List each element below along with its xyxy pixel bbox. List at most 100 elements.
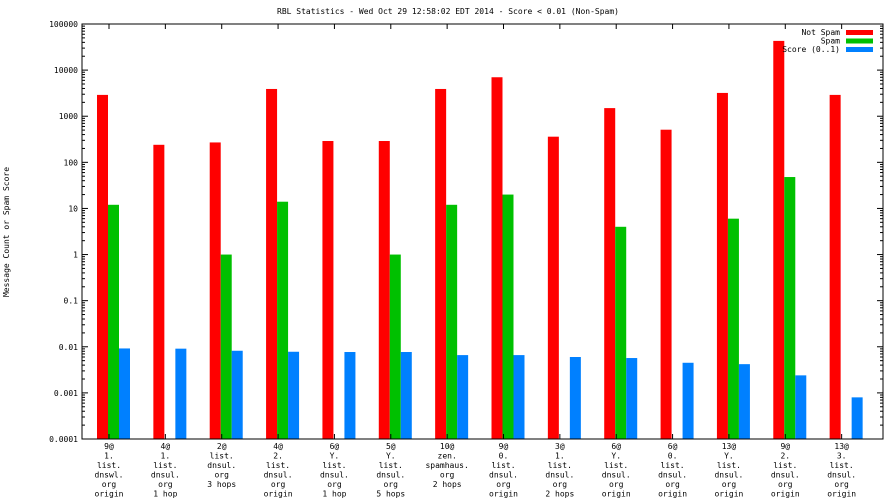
x-tick-label-line: list. [97,461,121,470]
bar-score-0-1-12 [795,375,807,439]
bar-not-spam-8 [547,136,559,439]
x-tick-label: 9@ 0. list. dnsul. org origin [489,442,518,499]
bar-spam-11 [727,218,739,439]
x-tick-label-line: Y. [724,452,734,461]
x-tick-label-line: 0. [668,452,678,461]
bar-score-0-1-4 [344,352,356,439]
y-tick-label: 100 [64,158,79,167]
x-tick-label-line: 2 hops [433,480,462,489]
bar-not-spam-11 [716,92,728,439]
x-tick-label-line: 13@ [722,442,737,451]
x-tick-label-line: org [384,480,399,489]
x-tick-label-line: org [496,480,511,489]
x-tick-label-line: 9@ [499,442,509,451]
x-tick-label-line: origin [264,490,293,499]
x-tick-label-line: origin [714,490,743,499]
x-tick-label-line: 1. [104,452,114,461]
x-tick-label: 13@ 3. list. dnsul. org origin [827,442,856,499]
bar-not-spam-0 [97,94,108,439]
x-tick-label-line: Y. [611,452,621,461]
x-tick-label-line: 6@ [668,442,678,451]
x-tick-label-line: dnsul. [827,471,856,480]
x-tick-label-line: dnsul. [320,471,349,480]
x-tick-label-line: Y. [386,452,396,461]
bar-not-spam-1 [153,144,165,439]
x-tick-label-line: origin [602,490,631,499]
y-tick-label: 0.01 [59,343,78,352]
legend-label: Spam [821,37,840,46]
x-tick-label: 2@ list. dnsul. org 3 hops [207,442,236,489]
x-tick-label-line: 3 hops [207,480,236,489]
x-tick-label-line: 4@ [273,442,283,451]
bar-score-0-1-13 [851,397,863,439]
x-tick-label-line: spamhaus. [425,461,468,470]
bar-not-spam-9 [604,108,616,440]
x-tick-label-line: 1. [555,452,565,461]
x-tick-label-line: 13@ [834,442,849,451]
bar-not-spam-4 [322,141,334,439]
y-tick-label: 0.001 [54,389,78,398]
bar-spam-6 [446,204,458,439]
x-tick-label: 4@ 2. list. dnsul. org origin [264,442,293,499]
bar-score-0-1-0 [119,348,130,439]
x-tick-label-line: dnsul. [545,471,574,480]
bar-score-0-1-5 [400,352,412,439]
x-tick-label-line: org [778,480,793,489]
x-tick-label-line: origin [827,490,856,499]
x-tick-label-line: org [440,471,455,480]
x-tick-label-line: 0. [499,452,509,461]
x-tick-label-line: org [834,480,849,489]
bar-score-0-1-10 [682,362,694,439]
x-tick-label-line: dnsul. [207,461,236,470]
x-tick-label-line: 2. [273,452,283,461]
x-tick-label-line: list. [773,461,797,470]
bar-spam-7 [502,194,514,439]
x-tick-label-line: 4@ [161,442,171,451]
x-tick-label-line: org [158,480,173,489]
x-tick-label-line: 5 hops [376,490,405,499]
x-tick-label-line: 3. [837,452,847,461]
y-tick-label: 10000 [54,66,78,75]
x-tick-label-line: list. [548,461,572,470]
x-tick-label-line: list. [322,461,346,470]
bar-spam-3 [277,201,289,439]
bar-not-spam-5 [378,141,390,439]
y-tick-label: 100000 [49,20,78,29]
legend-swatch [846,47,873,52]
bars [97,40,863,440]
bar-score-0-1-9 [626,358,638,439]
x-tick-label: 10@ zen. spamhaus. org 2 hops [425,442,468,489]
x-tick-label-line: origin [658,490,687,499]
x-tick-label-line: list. [661,461,685,470]
x-tick-label-line: org [722,480,737,489]
bar-spam-5 [389,254,401,439]
bar-score-0-1-6 [457,355,469,439]
y-axis-label: Message Count or Spam Score [2,167,11,297]
bar-score-0-1-3 [288,351,300,439]
x-tick-label-line: dnsul. [602,471,631,480]
bar-not-spam-6 [435,88,447,439]
legend-label: Score (0..1) [782,45,840,54]
bar-not-spam-10 [660,129,672,439]
y-tick-label: 0.1 [64,297,79,306]
x-tick-label-line: list. [604,461,628,470]
x-tick-label-line: origin [95,490,124,499]
x-tick-label-line: dnsul. [489,471,518,480]
x-tick-label-line: 2 hops [545,490,574,499]
x-tick-label-line: list. [717,461,741,470]
x-tick-label: 3@ 1. list. dnsul. org 2 hops [545,442,574,499]
x-tick-label-line: dnsul. [151,471,180,480]
y-tick-label: 10 [68,204,78,213]
x-tick-label-line: dnsul. [658,471,687,480]
x-tick-label-line: 3@ [555,442,565,451]
x-tick-label-line: list. [379,461,403,470]
x-tick-label-line: origin [771,490,800,499]
x-tick-label-line: dnsul. [376,471,405,480]
bar-not-spam-7 [491,77,503,439]
x-tick-label-line: org [327,480,342,489]
x-tick-label-line: 9@ [780,442,790,451]
legend-label: Not Spam [801,28,840,37]
